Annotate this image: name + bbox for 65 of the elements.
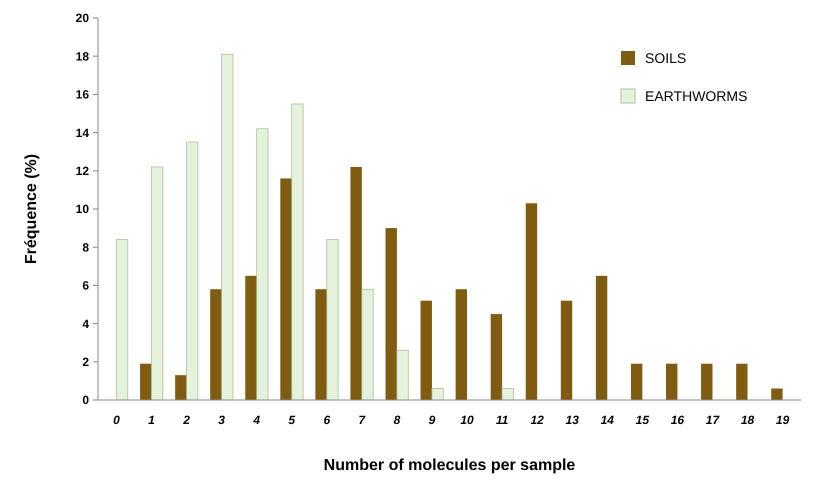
y-tick-label: 2 [82,355,90,369]
x-tick-label: 5 [288,413,296,427]
bar [116,239,128,400]
bar [771,388,783,400]
x-tick-label: 7 [358,413,366,427]
y-tick-label: 20 [76,11,90,26]
bar [361,288,374,400]
y-tick-label: 0 [82,393,90,408]
bar [630,364,642,400]
y-tick-label: 8 [82,240,90,254]
x-tick-label: 9 [428,413,436,427]
y-tick-label: 16 [76,88,90,102]
y-tick-label: 10 [76,202,90,216]
x-tick-label: 11 [496,413,509,427]
bar [386,228,397,400]
x-tick-label: 15 [636,413,650,427]
bar [490,314,502,400]
bar [140,364,152,400]
bar [666,364,678,400]
bar [186,142,198,400]
bar [432,388,444,400]
x-tick-label: 12 [530,413,544,427]
legend-label: SOILS [645,50,686,66]
bar [210,289,222,400]
legend-label: EARTHWORMS [645,88,748,104]
x-tick-label: 10 [460,413,474,427]
bar [151,166,164,400]
bar [256,128,268,400]
bar [175,375,187,400]
y-axis-title: Fréquence (%) [23,154,40,264]
x-tick-label: 14 [600,413,614,427]
x-tick-label: 0 [113,413,120,427]
bar [736,364,748,400]
y-tick-label: 6 [82,278,90,293]
bar [701,364,712,400]
x-tick-label: 3 [218,413,226,427]
x-tick-label: 1 [148,413,156,427]
x-tick-label: 2 [182,413,190,427]
x-tick-label: 8 [394,413,401,427]
bar [456,289,468,400]
x-tick-label: 17 [706,413,720,427]
bar [315,289,327,400]
x-tick-label: 18 [740,413,755,427]
y-tick-label: 4 [82,316,90,331]
x-tick-label: 13 [566,413,580,427]
bar [326,239,339,400]
x-tick-label: 4 [252,413,260,427]
bar [221,54,234,400]
x-tick-label: 16 [670,413,684,427]
bar [596,276,608,400]
x-tick-label: 19 [776,413,790,427]
bar [291,104,304,400]
y-tick-label: 12 [76,164,90,178]
x-axis-title: Number of molecules per sample [324,457,576,474]
bar [396,350,409,400]
bar [560,300,572,400]
bar [526,203,538,400]
bar [502,388,514,400]
bar [350,166,362,400]
bar [420,300,432,400]
x-tick-label: 6 [323,413,330,427]
bar [245,276,257,400]
bar [280,178,292,400]
y-tick-label: 14 [76,126,90,140]
y-tick-label: 18 [76,49,90,64]
